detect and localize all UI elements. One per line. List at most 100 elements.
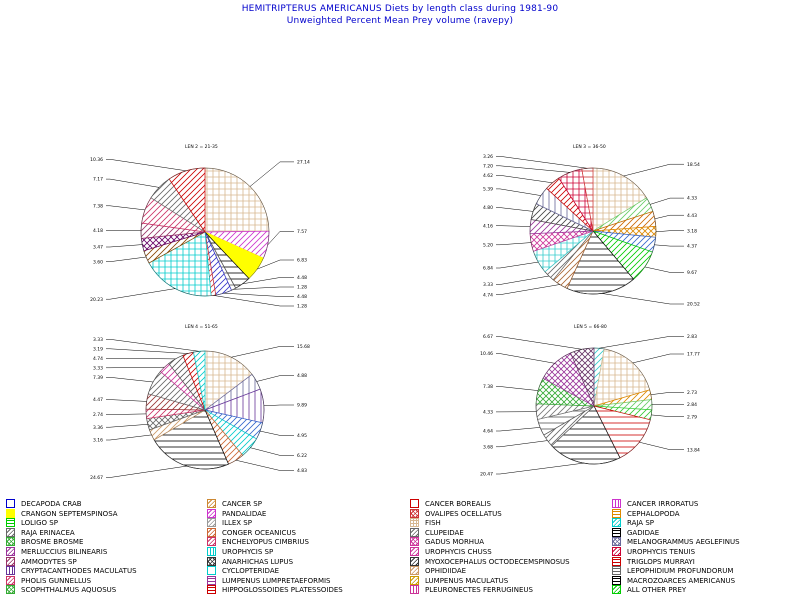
legend-label: OPHIDIIDAE (425, 567, 467, 576)
legend-label: LEPOPHIDIUM PROFUNDORUM (627, 567, 734, 576)
leader-line (106, 339, 200, 352)
slice-label: 3.60 (93, 259, 103, 265)
legend-swatch (6, 556, 15, 566)
legend-item: LOLIGO SP (6, 518, 58, 529)
slice-label: 4.88 (297, 373, 307, 379)
leader-line (655, 230, 684, 233)
slice-label: 4.64 (483, 429, 493, 435)
leader-line (106, 424, 148, 428)
legend-swatch (207, 499, 216, 508)
legend-swatch (612, 547, 621, 556)
legend-item: UROPHYCIS SP (207, 547, 273, 558)
legend-label: GADIDAE (627, 528, 660, 537)
slice-label: 10.36 (90, 157, 103, 163)
legend-label: LUMPENUS MACULATUS (425, 576, 509, 585)
slice-label: 5.39 (483, 187, 493, 193)
legend-label: UROPHYCIS SP (222, 548, 274, 556)
legend-swatch (410, 575, 419, 585)
legend-label: TRIGLOPS MURRAYI (627, 557, 695, 566)
legend-item: LEPOPHIDIUM PROFUNDORUM (612, 566, 733, 577)
legend-label: RAJA ERINACEA (21, 528, 75, 537)
slice-label: 5.20 (483, 242, 493, 248)
legend-label: CANCER IRRORATUS (627, 500, 699, 508)
leader-line (106, 178, 160, 188)
legend-swatch (410, 566, 419, 576)
slice-label: 4.37 (687, 244, 697, 250)
leader-line (650, 197, 684, 205)
leader-line (106, 358, 176, 360)
leader-line (260, 430, 294, 436)
legend-label: PLEURONECTES FERRUGINEUS (425, 586, 533, 595)
slice-label: 4.33 (687, 196, 697, 202)
slice-label: 13.84 (687, 447, 700, 453)
leader-line (263, 404, 294, 407)
leader-line (644, 266, 684, 273)
leader-line (106, 377, 154, 383)
legend-swatch (207, 518, 216, 528)
legend-swatch (6, 585, 15, 595)
leader-line (106, 465, 187, 478)
legend-item: OPHIDIIDAE (410, 566, 466, 577)
slice-label: 6.67 (483, 334, 493, 340)
slice-label: 2.84 (687, 402, 697, 408)
legend-item: CYCLOPTERIDAE (207, 566, 279, 577)
legend-item: CLUPEIDAE (410, 527, 464, 539)
legend-item: BROSME BROSME (6, 537, 83, 548)
legend-item: LUMPENUS LUMPRETAEFORMIS (207, 575, 331, 587)
legend-label: AMMODYTES SP (21, 557, 77, 566)
leader-line (257, 259, 294, 270)
slice-label: 7.17 (93, 177, 103, 183)
legend-item: CANCER SP (207, 499, 262, 510)
slice-label: 6.22 (297, 453, 307, 459)
legend-item: PHOLIS GUNNELLUS (6, 575, 91, 587)
legend-label: ILLEX SP (222, 519, 252, 528)
legend-label: CRANGON SEPTEMSPINOSA (21, 509, 118, 518)
leader-line (496, 386, 539, 391)
legend-label: ALL OTHER PREY (627, 586, 687, 595)
slice-label: 7.57 (297, 229, 307, 235)
leader-line (235, 459, 294, 471)
legend-item: TRIGLOPS MURRAYI (612, 556, 695, 568)
legend-label: LOLIGO SP (21, 519, 58, 528)
leader-line (256, 375, 294, 382)
legend-item: CRYPTACANTHODES MACULATUS (6, 566, 137, 577)
leader-line (106, 348, 189, 354)
leader-line (496, 284, 560, 295)
legend-item: SCOPHTHALMUS AQUOSUS (6, 585, 116, 596)
slice-label: 3.47 (93, 245, 103, 251)
pie-title: LEN 4 = 51-65 (185, 324, 218, 330)
legend-swatch (207, 585, 216, 595)
pie-chart-3: LEN 4 = 51-65 15.68 4.88 9.89 4.95 6.22 4.83 3.… (90, 324, 310, 481)
slice-label: 2.74 (93, 412, 103, 418)
leader-line (599, 336, 684, 349)
leader-line (496, 188, 541, 196)
leader-line (223, 292, 294, 297)
leader-line (496, 175, 553, 184)
legend-swatch (6, 508, 15, 518)
legend-item: MYOXOCEPHALUS OCTODECEMSPINOSUS (410, 556, 570, 568)
pie-chart-4: LEN 5 = 66-80 2.83 17.77 2.73 2.84 2.79 13.84 6… (480, 324, 700, 478)
legend-item: MERLUCCIUS BILINEARIS (6, 547, 107, 558)
legend-swatch (612, 566, 621, 576)
legend-item: FISH (410, 518, 441, 529)
legend-swatch (6, 566, 15, 576)
leader-line (623, 163, 684, 177)
legend-swatch (207, 566, 216, 576)
legend-item: ANARHICHAS LUPUS (207, 556, 293, 568)
leader-line (654, 214, 684, 220)
slice-label: 20.23 (90, 297, 103, 303)
legend-swatch (6, 575, 15, 585)
legend-label: CLUPEIDAE (425, 528, 464, 537)
leader-line (106, 366, 165, 369)
legend-swatch (410, 527, 419, 537)
legend-swatch (612, 575, 621, 585)
slice-label: 3.36 (93, 425, 103, 431)
leader-line (650, 392, 684, 395)
legend-item: GADIDAE (612, 527, 660, 539)
legend-swatch (410, 508, 419, 518)
leader-line (106, 205, 145, 211)
legend-label: RAJA SP (627, 519, 654, 528)
legend-item: CEPHALOPODA (612, 508, 680, 520)
legend-swatch (612, 585, 621, 595)
pie-slice (204, 167, 270, 233)
